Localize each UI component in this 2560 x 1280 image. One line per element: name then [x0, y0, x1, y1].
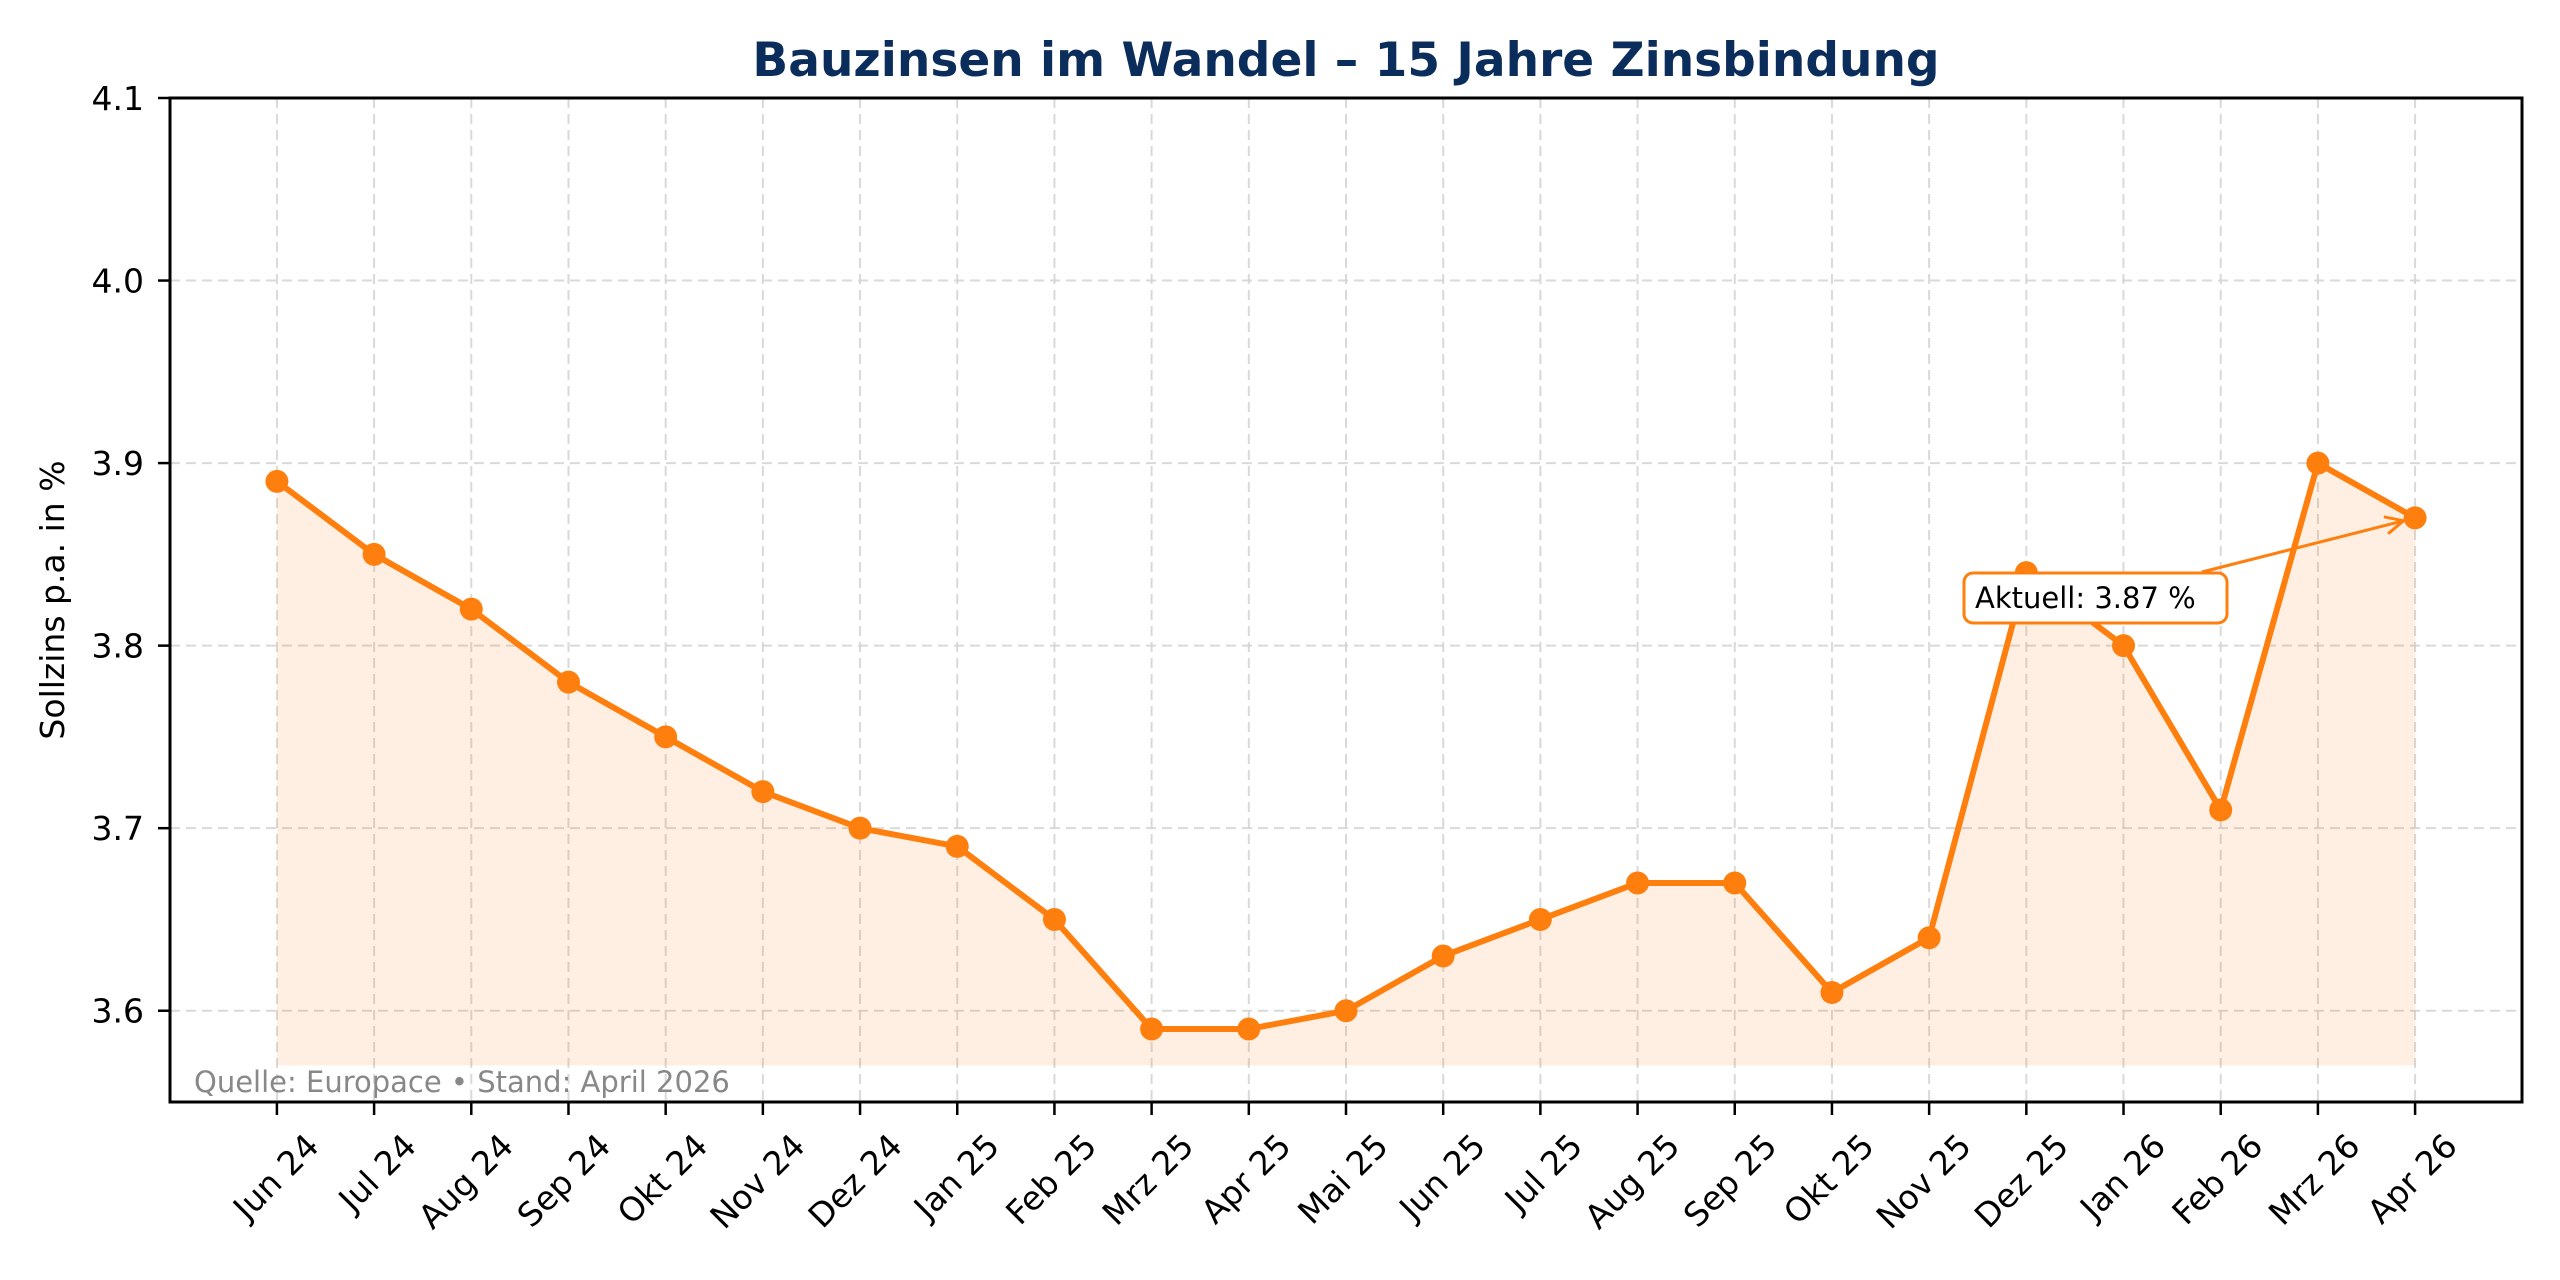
- y-tick-label: 3.9: [92, 444, 144, 483]
- data-point-marker: [2209, 798, 2233, 822]
- y-tick-label: 3.6: [92, 992, 144, 1031]
- x-tick-label: Feb 25: [998, 1126, 1104, 1232]
- x-tick-label: Jul 25: [1496, 1126, 1590, 1220]
- data-point-marker: [265, 469, 289, 493]
- area-fill: [276, 463, 2416, 1066]
- x-tick-label: Mrz 26: [2261, 1126, 2368, 1233]
- data-point-marker: [1140, 1017, 1164, 1041]
- data-point-marker: [2403, 506, 2427, 530]
- x-tick-label: Mai 25: [1290, 1126, 1396, 1232]
- x-tick-label: Okt 24: [610, 1126, 716, 1232]
- data-point-marker: [459, 597, 483, 621]
- annotation-box: [1962, 571, 2229, 625]
- data-point-marker: [362, 542, 386, 566]
- x-tick-label: Jul 24: [330, 1126, 424, 1220]
- data-point-marker: [1917, 926, 1941, 950]
- x-tick-label: Apr 25: [1193, 1126, 1298, 1231]
- data-point-marker: [556, 670, 580, 694]
- data-point-marker: [1626, 871, 1650, 895]
- data-point-marker: [1334, 999, 1358, 1023]
- x-tick-label: Sep 24: [509, 1126, 618, 1235]
- data-point-marker: [1431, 944, 1455, 968]
- annotation-current-rate: Aktuell: 3.87 %: [1962, 515, 2407, 625]
- data-point-marker: [1042, 907, 1066, 931]
- data-point-marker: [848, 816, 872, 840]
- x-tick-label: Nov 25: [1869, 1126, 1979, 1236]
- y-tick-label: 4.0: [92, 262, 144, 301]
- y-axis-label: Sollzins p.a. in %: [33, 460, 72, 739]
- data-point-marker: [751, 780, 775, 804]
- annotation-text: Aktuell: 3.87 %: [1975, 581, 2196, 615]
- data-point-marker: [2306, 451, 2330, 475]
- data-point-marker: [654, 725, 678, 749]
- x-tick-label: Aug 25: [1577, 1126, 1687, 1236]
- y-tick-label: 3.8: [92, 627, 144, 666]
- x-tick-label: Jun 24: [224, 1126, 327, 1229]
- data-point-marker: [2112, 634, 2136, 658]
- annotation-arrow: [2201, 519, 2404, 574]
- x-tick-label: Jan 25: [905, 1126, 1007, 1228]
- x-tick-label: Okt 25: [1776, 1126, 1882, 1232]
- x-tick-label: Mrz 25: [1095, 1126, 1202, 1233]
- data-point-marker: [1528, 907, 1552, 931]
- x-tick-label: Jun 25: [1390, 1126, 1493, 1229]
- x-tick-label: Aug 24: [411, 1126, 521, 1236]
- x-tick-label: Dez 25: [1967, 1126, 2076, 1235]
- x-tick-label: Jan 26: [2071, 1126, 2173, 1228]
- chart-title: Bauzinsen im Wandel – 15 Jahre Zinsbindu…: [752, 33, 1939, 88]
- y-axis-ticks: 3.6 3.7 3.8 3.9 4.0 4.1: [92, 79, 170, 1031]
- source-footnote: Quelle: Europace • Stand: April 2026: [194, 1065, 730, 1099]
- x-tick-label: Sep 25: [1676, 1126, 1785, 1235]
- y-tick-label: 3.7: [92, 809, 144, 848]
- y-tick-label: 4.1: [92, 79, 144, 118]
- x-tick-label: Feb 26: [2164, 1126, 2270, 1232]
- data-point-marker: [1820, 980, 1844, 1004]
- data-markers: [265, 451, 2427, 1041]
- data-point-marker: [945, 834, 969, 858]
- data-point-marker: [1237, 1017, 1261, 1041]
- data-point-marker: [1723, 871, 1747, 895]
- x-tick-label: Dez 24: [800, 1126, 909, 1235]
- arrowhead-icon: [2383, 515, 2407, 535]
- x-tick-label: Nov 24: [702, 1126, 812, 1236]
- x-tick-label: Apr 26: [2360, 1126, 2465, 1231]
